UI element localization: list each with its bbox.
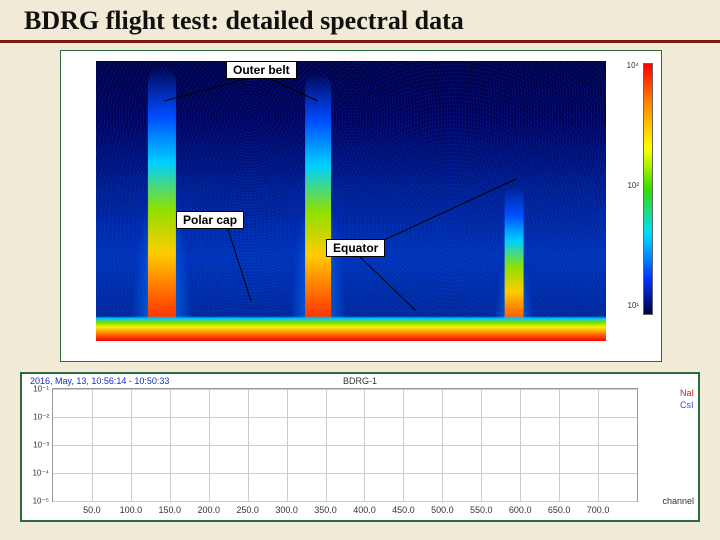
spectrum-ytick: 10⁻³ [27,441,49,450]
spectrum-xtick: 550.0 [470,505,493,515]
spectrum-timestamp: 2016, May, 13, 10:56:14 - 10:50:33 [30,376,169,386]
title-underline [0,40,720,43]
spectrum-xtick: 150.0 [159,505,182,515]
spectrum-xtick: 350.0 [314,505,337,515]
annotation-lines [96,61,606,341]
spectrum-series-NaI [53,402,637,498]
colorbar [643,63,653,315]
spectrum-ytick: 10⁻² [27,413,49,422]
spectrum-xtick: 500.0 [431,505,454,515]
legend-item: NaI [680,388,694,398]
spectrum-xtick: 650.0 [548,505,571,515]
spectrum-xtick: 700.0 [587,505,610,515]
spectrogram-panel: Outer belt Polar cap Equator 50.0100.015… [60,50,662,362]
colorbar-label-top: 10⁴ [627,61,639,70]
colorbar-label-bot: 10¹ [627,301,639,310]
spectrum-ytick: 10⁻¹ [27,385,49,394]
spectrum-series-CsI [53,395,637,475]
spectrum-subtitle: BDRG-1 [343,376,377,386]
spectrogram-plot: Outer belt Polar cap Equator 50.0100.015… [96,61,606,341]
spectrum-ytick: 10⁻⁵ [27,497,49,506]
spectrum-ytick: 10⁻⁴ [27,469,49,478]
slide: BDRG flight test: detailed spectral data… [0,0,720,540]
spectrum-legend: NaI CsI [680,388,694,412]
spectrum-lines [53,389,637,501]
spectrum-xtick: 300.0 [275,505,298,515]
label-equator: Equator [326,239,385,257]
spectrum-panel: 2016, May, 13, 10:56:14 - 10:50:33 BDRG-… [20,372,700,522]
label-outer-belt: Outer belt [226,61,297,79]
slide-title: BDRG flight test: detailed spectral data [24,6,464,36]
spectrum-xtick: 250.0 [236,505,259,515]
spectrum-xtick: 600.0 [509,505,532,515]
label-polar-cap: Polar cap [176,211,244,229]
colorbar-label-mid: 10² [627,181,639,190]
spectrum-xtick: 100.0 [120,505,143,515]
spectrum-plot: 50.0100.0150.0200.0250.0300.0350.0400.04… [52,388,638,502]
spectrum-xtick: 50.0 [83,505,101,515]
legend-item: CsI [680,400,694,410]
spectrum-xtick: 200.0 [197,505,220,515]
spectrum-xtick: 400.0 [353,505,376,515]
spectrum-xtick: 450.0 [392,505,415,515]
x-axis-label: channel [662,496,694,506]
